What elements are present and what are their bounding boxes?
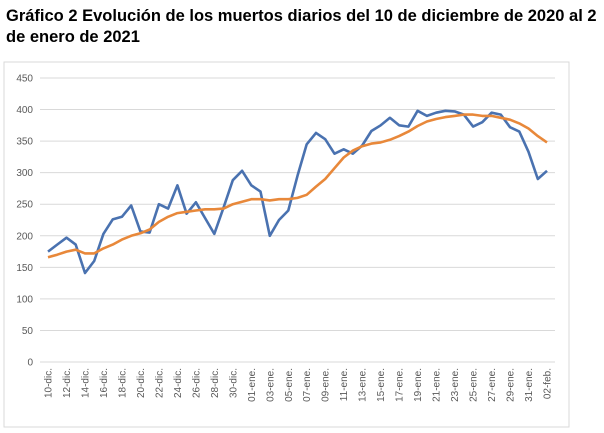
x-tick-label: 20-dic.	[136, 368, 147, 398]
x-tick-label: 10-dic.	[44, 368, 55, 398]
x-tick-label: 21-ene.	[432, 368, 443, 402]
line-series	[47, 109, 548, 275]
x-tick-label: 31-ene.	[524, 368, 535, 402]
y-tick-label: 250	[16, 200, 33, 211]
x-tick-label: 23-ene.	[450, 368, 461, 402]
x-tick-label: 05-ene.	[284, 368, 295, 402]
x-tick-label: 09-ene.	[321, 368, 332, 402]
line-series	[47, 113, 548, 259]
x-tick-label: 15-ene.	[376, 368, 387, 402]
x-tick-label: 03-ene.	[265, 368, 276, 402]
x-tick-label: 13-ene.	[358, 368, 369, 402]
x-tick-label: 27-ene.	[487, 368, 498, 402]
y-tick-label: 200	[16, 231, 33, 242]
x-tick-label: 14-dic.	[80, 368, 91, 398]
x-tick-label: 12-dic.	[62, 368, 73, 398]
x-tick-label: 17-ene.	[395, 368, 406, 402]
y-tick-label: 350	[16, 137, 33, 148]
x-tick-label: 18-dic.	[117, 368, 128, 398]
chart-title: Gráfico 2 Evolución de los muertos diari…	[6, 7, 597, 46]
y-tick-label: 50	[22, 326, 34, 337]
x-tick-label: 16-dic.	[99, 368, 110, 398]
x-tick-label: 26-dic.	[191, 368, 202, 398]
x-tick-label: 30-dic.	[228, 368, 239, 398]
y-tick-label: 0	[27, 358, 33, 369]
x-tick-label: 28-dic.	[210, 368, 221, 398]
x-tick-label: 07-ene.	[302, 368, 313, 402]
x-tick-label: 22-dic.	[154, 368, 165, 398]
y-tick-label: 300	[16, 168, 33, 179]
x-tick-label: 29-ene.	[506, 368, 517, 402]
x-tick-label: 19-ene.	[413, 368, 424, 402]
y-tick-label: 150	[16, 263, 33, 274]
y-tick-label: 400	[16, 105, 33, 116]
y-tick-label: 450	[16, 74, 33, 85]
x-tick-label: 02-feb.	[543, 368, 554, 399]
y-tick-label: 100	[16, 294, 33, 305]
x-tick-label: 01-ene.	[247, 368, 258, 402]
chart-frame	[3, 61, 570, 428]
x-tick-label: 11-ene.	[339, 368, 350, 401]
x-tick-label: 25-ene.	[469, 368, 480, 402]
x-tick-label: 24-dic.	[173, 368, 184, 398]
